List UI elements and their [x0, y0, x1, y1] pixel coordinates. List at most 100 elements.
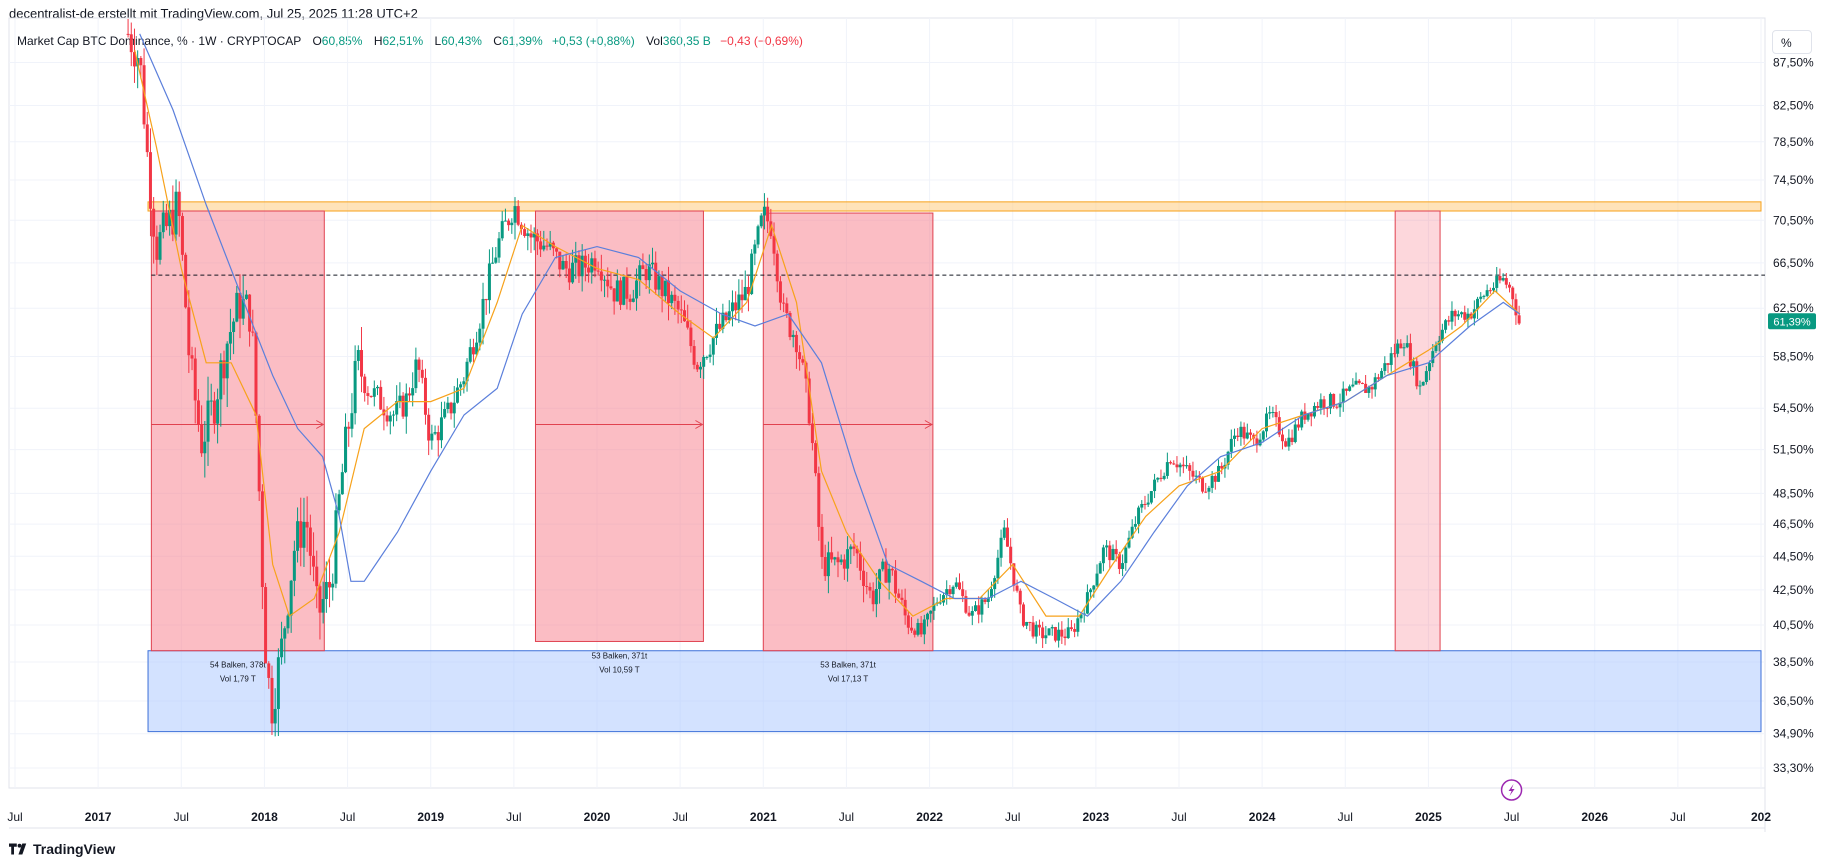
- candle-body: [986, 597, 990, 602]
- candle-body: [910, 627, 914, 631]
- candle-body: [973, 605, 977, 612]
- candle-body: [599, 271, 603, 281]
- candle-body: [353, 360, 357, 414]
- candle-body: [184, 254, 188, 308]
- high-label: H: [373, 34, 383, 48]
- candle-body: [619, 280, 623, 305]
- candle-body: [702, 357, 706, 367]
- y-tick-label: 36,50%: [1773, 694, 1814, 708]
- candle-body: [171, 209, 175, 235]
- scale-percent-button[interactable]: %: [1772, 30, 1812, 54]
- y-tick-label: 78,50%: [1773, 135, 1814, 149]
- candle-body: [1296, 424, 1300, 428]
- candle-body: [152, 208, 156, 237]
- candle-body: [679, 309, 683, 311]
- candle-body: [1217, 465, 1221, 482]
- candle-body: [798, 352, 802, 360]
- candle-body: [478, 328, 482, 343]
- candle-body: [139, 58, 143, 66]
- candle-body: [232, 321, 236, 333]
- candle-body: [1264, 413, 1268, 432]
- candle-body: [791, 334, 795, 338]
- candle-body: [628, 298, 632, 302]
- candle-body: [484, 298, 488, 301]
- candle-body: [1300, 411, 1304, 428]
- candle-body: [190, 355, 194, 359]
- candle-body: [894, 570, 898, 594]
- candle-body: [216, 399, 220, 424]
- candle-body: [344, 426, 348, 473]
- candle-body: [280, 638, 284, 658]
- x-tick-label: Jul: [7, 810, 22, 824]
- time-axis: Jul 2017 Jul 2018 Jul 2019 Jul 2020 Jul 2021 Jul 20…: [7, 810, 1771, 824]
- candle-body: [622, 276, 626, 305]
- candle-body: [753, 244, 757, 254]
- candle-body: [1210, 475, 1214, 488]
- candle-body: [539, 241, 543, 250]
- candle-body: [670, 294, 674, 304]
- candle-body: [1367, 387, 1371, 393]
- y-tick-label: 66,50%: [1773, 256, 1814, 270]
- candle-body: [1092, 585, 1096, 590]
- candle-body: [1338, 402, 1342, 408]
- candle-body: [814, 443, 818, 474]
- candle-body: [730, 302, 734, 312]
- candle-body: [577, 255, 581, 277]
- candle-body: [465, 361, 469, 382]
- symbol-name[interactable]: Market Cap BTC Dominance, % · 1W · CRYPT…: [17, 34, 302, 48]
- candle-body: [983, 599, 987, 602]
- candle-body: [644, 268, 648, 281]
- candle-body: [926, 613, 930, 620]
- candle-body: [321, 599, 325, 613]
- candle-body: [1060, 629, 1064, 637]
- candle-body: [391, 414, 395, 416]
- ma-fast-line: [134, 49, 1521, 618]
- x-tick-label: Jul: [1171, 810, 1186, 824]
- candle-body: [360, 350, 364, 377]
- high-value: 62,51%: [382, 34, 424, 48]
- candle-body: [180, 216, 184, 255]
- candle-body: [1095, 573, 1099, 586]
- y-tick-label: 54,50%: [1773, 401, 1814, 415]
- candle-body: [174, 191, 178, 235]
- x-tick-label: 2025: [1415, 810, 1442, 824]
- candle-body: [318, 586, 322, 613]
- candle-body: [714, 323, 718, 338]
- candle-body: [1194, 475, 1198, 477]
- candle-body: [580, 255, 584, 277]
- candle-body: [1089, 589, 1093, 593]
- candle-body: [1511, 287, 1515, 300]
- candle-body: [823, 557, 827, 577]
- range-arrow-head: [924, 420, 933, 429]
- support-zone: [147, 650, 1762, 733]
- candle-body: [1050, 627, 1054, 629]
- x-tick-label: Jul: [340, 810, 355, 824]
- candle-body: [436, 432, 440, 441]
- candle-body: [1504, 278, 1508, 285]
- candle-body: [334, 510, 338, 584]
- candle-body: [839, 559, 843, 563]
- candle-body: [1009, 546, 1013, 564]
- candle-body: [1236, 435, 1240, 438]
- candle-body: [996, 557, 1000, 579]
- candle-body: [1165, 462, 1169, 476]
- tradingview-brand[interactable]: TradingView: [9, 841, 115, 857]
- candle-body: [1389, 353, 1393, 365]
- y-tick-label: 70,50%: [1773, 213, 1814, 227]
- candle-body: [1076, 618, 1080, 632]
- candle-body: [759, 215, 763, 227]
- candle-body: [951, 586, 955, 595]
- candle-body: [1137, 507, 1141, 525]
- candle-body: [289, 580, 293, 616]
- candle-body: [945, 589, 949, 596]
- x-tick-label: 2026: [1581, 810, 1608, 824]
- candle-body: [1514, 299, 1518, 316]
- candle-body: [958, 582, 962, 590]
- x-tick-label: 2019: [417, 810, 444, 824]
- candle-body: [858, 553, 862, 571]
- candle-body: [1012, 563, 1016, 586]
- candle-body: [1354, 380, 1358, 385]
- candle-body: [587, 267, 591, 273]
- x-tick-label: 2022: [916, 810, 943, 824]
